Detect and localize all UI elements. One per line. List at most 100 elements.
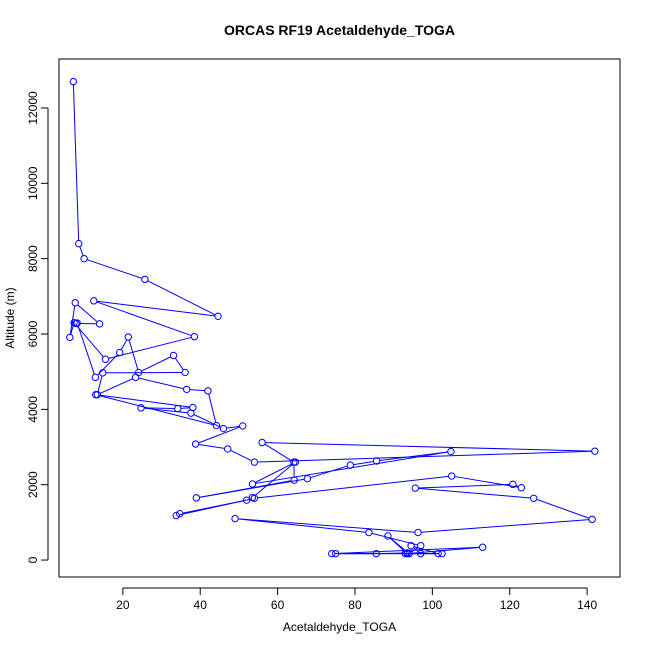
series-segment (77, 325, 95, 375)
x-tick-label: 20 (116, 598, 130, 612)
data-point (91, 373, 100, 382)
series-segment (97, 354, 118, 376)
series-segment (128, 339, 139, 370)
series-segment (147, 280, 216, 316)
data-point (530, 494, 538, 502)
data-point (95, 320, 104, 328)
series-segment (238, 518, 366, 533)
data-point (69, 77, 78, 86)
y-tick-label: 2000 (26, 471, 40, 498)
series-segment (265, 442, 592, 452)
data-point (411, 484, 420, 492)
data-point (90, 297, 98, 305)
data-point (75, 239, 83, 248)
y-tick-label: 8000 (26, 245, 40, 272)
series-segment (97, 375, 103, 392)
data-point (212, 421, 221, 430)
data-point (250, 494, 259, 502)
series-segment (421, 519, 589, 533)
series-segment (100, 378, 133, 394)
series-segment (255, 463, 293, 483)
y-tick-label: 10000 (26, 166, 40, 200)
data-point (303, 474, 312, 483)
data-point (231, 514, 239, 523)
data-point (169, 351, 178, 360)
data-point (407, 542, 415, 550)
data-point (346, 461, 355, 469)
data-point (192, 494, 201, 502)
data-point (66, 333, 74, 342)
series-segment (371, 532, 418, 546)
series-segment (180, 407, 190, 409)
data-point (588, 515, 596, 524)
series-segment (389, 537, 406, 552)
data-point (372, 457, 381, 465)
x-axis-label: Acetaldehyde_TOGA (283, 620, 396, 634)
series-segment (144, 407, 175, 410)
data-point (204, 387, 212, 395)
y-tick-label: 12000 (26, 91, 40, 125)
data-point (248, 480, 257, 488)
data-point (174, 404, 182, 413)
y-tick-label: 0 (26, 556, 40, 563)
series-segment (120, 339, 128, 350)
series-segment (418, 487, 531, 499)
data-point (71, 299, 79, 307)
data-point (187, 409, 195, 417)
series-segment (174, 357, 184, 371)
data-point (181, 368, 189, 377)
series-segment (75, 324, 104, 358)
data-point (438, 549, 446, 558)
data-point (384, 532, 392, 540)
data-point (509, 480, 517, 489)
data-point (223, 445, 232, 453)
series-segment (418, 483, 510, 489)
series-segment (96, 301, 192, 337)
data-point (417, 549, 425, 558)
x-tick-label: 120 (500, 598, 520, 612)
series-segment (141, 356, 171, 372)
data-point (137, 404, 145, 412)
data-point (219, 424, 228, 433)
series-line (69, 84, 592, 555)
x-tick-label: 140 (577, 598, 597, 612)
data-point (116, 348, 124, 357)
data-point (328, 549, 336, 558)
series-segment (198, 444, 225, 449)
data-point (258, 438, 266, 447)
series-segment (79, 246, 84, 256)
y-axis-label: Altitude (m) (3, 287, 17, 348)
series-segment (98, 394, 190, 408)
data-point (141, 275, 149, 284)
series-segment (230, 449, 252, 462)
data-point (99, 369, 107, 377)
data-point (124, 333, 132, 341)
y-tick-label: 4000 (26, 396, 40, 423)
x-tick-label: 80 (348, 598, 362, 612)
data-point (80, 254, 88, 263)
data-point (372, 549, 380, 558)
series-segment (257, 450, 592, 463)
data-point (73, 319, 81, 327)
series-segment (189, 389, 205, 392)
series-segment (87, 259, 143, 279)
series-segment (77, 304, 98, 323)
series-segment (257, 475, 449, 499)
y-axis: 0 2000 4000 6000 8000 10000 12000 (26, 91, 49, 563)
data-point (591, 447, 599, 455)
series-segment (96, 300, 215, 317)
data-point (172, 511, 180, 520)
data-point (214, 312, 222, 321)
data-point (517, 484, 526, 492)
series-segment (199, 478, 305, 498)
data-point (401, 549, 409, 558)
series-segment (70, 325, 74, 335)
x-tick-label: 60 (271, 598, 285, 612)
data-point (239, 422, 247, 430)
data-point (250, 458, 259, 466)
series-segment (226, 425, 240, 429)
data-point (414, 528, 422, 537)
x-axis: 20 40 60 80 100 120 140 (116, 587, 597, 612)
data-point (131, 373, 140, 382)
